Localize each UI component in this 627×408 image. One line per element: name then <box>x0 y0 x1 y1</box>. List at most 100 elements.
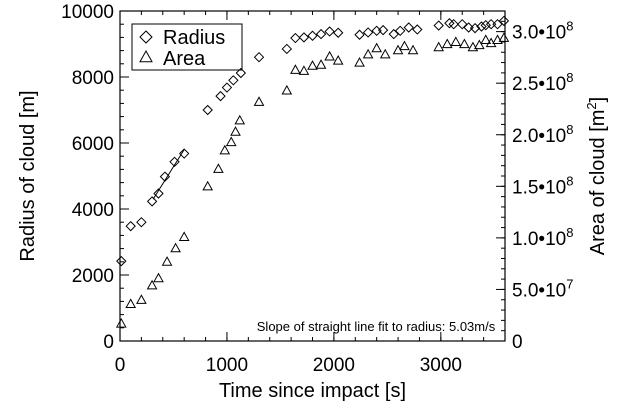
area-point <box>492 34 503 44</box>
area-point <box>324 50 335 61</box>
y-axis-title: Radius of cloud [m] <box>17 90 39 261</box>
radius-point <box>215 90 226 102</box>
radius-point <box>298 32 310 43</box>
area-point <box>225 136 237 147</box>
area-point <box>379 48 391 59</box>
radius-point <box>228 75 239 86</box>
y2-tick-base: •10 <box>538 126 566 147</box>
y2-tick-label: 0 <box>512 332 523 353</box>
area-point <box>371 42 383 53</box>
radius-point <box>448 18 459 30</box>
area-point <box>202 180 214 191</box>
y2-tick-label: 1.5•108 <box>512 173 573 198</box>
radius-point <box>136 216 147 228</box>
area-point <box>146 279 158 290</box>
area-point <box>315 59 327 69</box>
area-point <box>399 40 410 51</box>
radius-point <box>476 21 487 32</box>
area-point <box>219 144 231 155</box>
radius-point <box>498 15 510 27</box>
legend: Radius Area <box>131 23 243 71</box>
y2-tick-mantissa: 2.0 <box>512 126 538 147</box>
radius-point <box>116 255 127 267</box>
area-point <box>136 294 147 304</box>
x-axis: 0 1000 2000 3000 <box>115 11 462 376</box>
area-point <box>298 65 310 75</box>
radius-point <box>463 22 474 33</box>
radius-point <box>178 148 190 159</box>
y2-axis-title-sup: 2 <box>584 102 599 109</box>
y2-axis-title-main: Area of cloud [m <box>587 110 609 256</box>
radius-point <box>377 24 389 36</box>
y2-tick-mantissa: 2.5 <box>512 74 538 95</box>
y2-tick-base: •10 <box>538 23 566 44</box>
y-tick-label: 10000 <box>61 2 114 23</box>
radius-point <box>146 196 158 207</box>
y-axis-right: 05.0•1071.0•1081.5•1082.0•1082.5•1083.0•… <box>496 19 573 353</box>
y2-tick-mantissa: 1.5 <box>512 177 538 198</box>
area-point <box>407 44 419 55</box>
y2-tick-mantissa: 5.0 <box>512 280 538 301</box>
series-layer <box>115 15 510 328</box>
y2-tick-mantissa: 0 <box>512 332 523 353</box>
y-axis-left: 0 2000 4000 6000 8000 10000 <box>61 2 129 353</box>
y-tick-label: 0 <box>103 332 114 353</box>
area-point <box>441 38 453 49</box>
radius-point <box>394 25 406 37</box>
x-tick-label: 3000 <box>420 355 462 376</box>
area-point <box>307 60 318 70</box>
y-tick-label: 8000 <box>72 68 114 89</box>
area-point <box>234 114 246 125</box>
y2-tick-mantissa: 3.0 <box>512 23 538 44</box>
radius-point <box>354 29 365 40</box>
radius-point <box>307 30 318 41</box>
area-point <box>161 256 173 266</box>
y2-tick-label: 3.0•108 <box>512 19 573 44</box>
x-tick-label: 1000 <box>206 355 248 376</box>
y2-tick-base: •10 <box>538 177 566 198</box>
area-point <box>253 96 265 106</box>
x-tick-label: 0 <box>115 355 126 376</box>
radius-point <box>492 18 503 30</box>
y-tick-label: 4000 <box>72 200 114 221</box>
y2-tick-label: 2.0•108 <box>512 122 573 147</box>
y-tick-label: 6000 <box>72 134 114 155</box>
radius-point <box>480 19 491 31</box>
y2-tick-exponent: 8 <box>566 19 573 34</box>
area-point <box>467 41 479 52</box>
y2-tick-exponent: 8 <box>566 122 573 137</box>
radius-point <box>433 20 444 31</box>
radius-point <box>362 27 374 38</box>
area-point <box>115 317 127 328</box>
x-axis-title: Time since impact [s] <box>219 380 406 402</box>
area-point <box>473 39 485 50</box>
area-point <box>178 231 190 241</box>
radius-point <box>125 220 136 232</box>
y2-tick-label: 1.0•108 <box>512 225 573 250</box>
area-point <box>433 41 445 52</box>
legend-marker-area <box>139 49 153 63</box>
radius-point <box>444 18 455 29</box>
y2-axis-title: Area of cloud [m2] <box>584 97 609 255</box>
radius-point <box>332 27 344 38</box>
radius-point <box>412 24 423 35</box>
y2-tick-exponent: 8 <box>566 173 573 188</box>
y2-axis-title-end: ] <box>587 97 609 103</box>
radius-point <box>290 32 301 44</box>
area-point <box>281 84 293 95</box>
legend-marker-radius <box>139 30 153 44</box>
area-point <box>213 163 224 173</box>
area-point <box>290 64 301 74</box>
y2-tick-label: 5.0•107 <box>512 276 573 301</box>
radius-point <box>235 67 247 79</box>
legend-diamond <box>139 30 153 44</box>
y2-tick-base: •10 <box>538 229 566 250</box>
fit-annotation: Slope of straight line fit to radius: 5.… <box>257 319 496 334</box>
y-tick-label: 2000 <box>72 266 114 287</box>
legend-triangle <box>139 49 153 63</box>
series-area <box>115 32 510 328</box>
area-point <box>354 57 365 67</box>
radius-point <box>281 43 293 55</box>
radius-point <box>469 22 481 34</box>
area-point <box>170 242 181 253</box>
